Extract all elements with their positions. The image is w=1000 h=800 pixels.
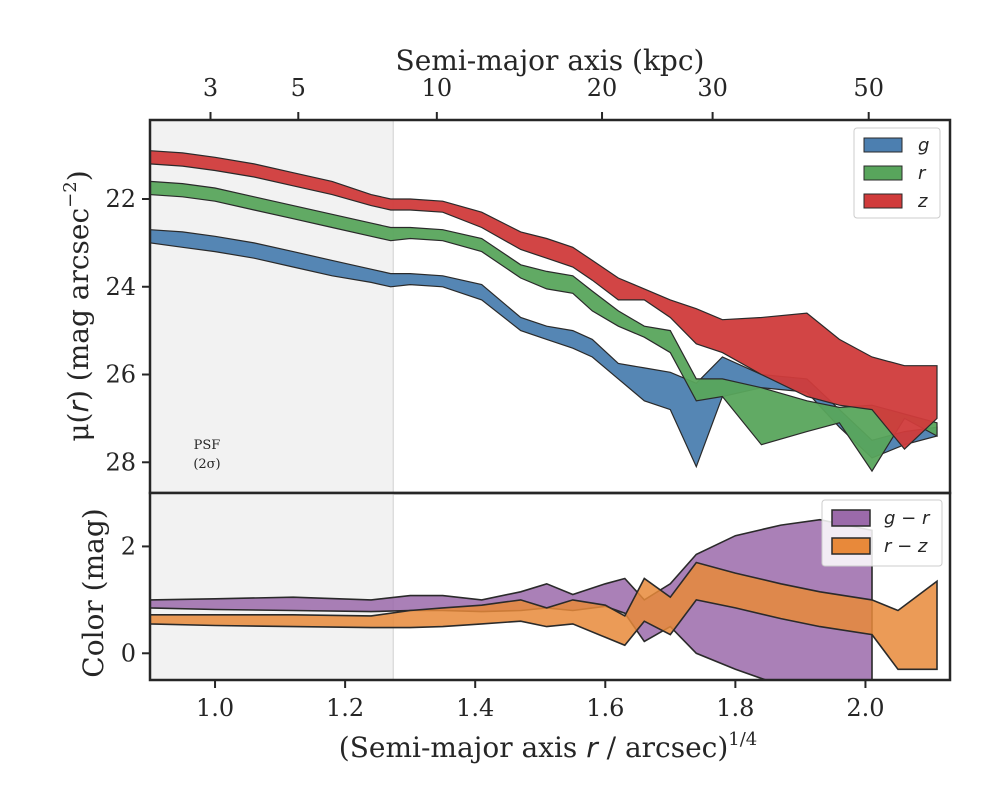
color-ylabel: Color (mag): [77, 508, 110, 677]
surface-brightness-ylabel: μ(r) (mag arcsec−2): [60, 170, 95, 441]
x-tick-label: 1.4: [456, 694, 494, 722]
surface-brightness-legend: grz: [853, 127, 941, 219]
top-tick-label: 20: [587, 74, 618, 102]
y-tick-label: 26: [105, 361, 136, 389]
top-tick-label: 5: [291, 74, 306, 102]
x-axis-title: (Semi-major axis r / arcsec)1/4: [339, 729, 757, 764]
color-legend: g − r r − z: [821, 499, 943, 567]
color-frame: [148, 491, 952, 682]
legend-swatch-z: [863, 193, 903, 209]
legend-swatch: [831, 509, 871, 527]
y-tick-label: 24: [105, 273, 136, 301]
svg-text:Color (mag): Color (mag): [77, 508, 110, 677]
y-tick-label: 28: [105, 448, 136, 476]
legend-label: r − z: [884, 536, 928, 557]
legend-label: g − r: [884, 508, 931, 529]
psf-shaded-region: [150, 120, 394, 493]
psf-shaded-region-color: [150, 493, 394, 680]
top-tick-label: 30: [697, 74, 728, 102]
top-tick-label: 10: [422, 74, 453, 102]
legend-swatch: [831, 537, 871, 555]
y-tick-label: 2: [121, 532, 136, 560]
x-tick-label: 1.6: [586, 694, 624, 722]
color-band: [150, 561, 938, 671]
legend-label-g: g: [918, 135, 929, 156]
color-panel: 0 2 1.0 1.2 1.4 1.6 1.8 2.0 g − r r − z: [121, 491, 952, 722]
x-tick-label: 1.0: [196, 694, 234, 722]
x-tick-label: 2.0: [846, 694, 884, 722]
surface-brightness-panel: 22 24 26 28 3 5 10 20 30 50 PSF (2σ) grz: [105, 74, 952, 495]
series-band-r: [149, 180, 938, 473]
legend-swatch-r: [863, 165, 903, 181]
legend-label-z: z: [917, 191, 928, 212]
series-band-z: [149, 150, 938, 450]
svg-text:μ(r) (mag arcsec−2): μ(r) (mag arcsec−2): [60, 170, 95, 441]
legend-swatch-g: [863, 137, 903, 153]
top-tick-label: 3: [203, 74, 218, 102]
psf-label: PSF: [194, 438, 221, 453]
psf-sigma-label: (2σ): [193, 457, 220, 472]
top-axis-title: Semi-major axis (kpc): [396, 44, 705, 77]
legend-label-r: r: [918, 163, 927, 184]
x-tick-label: 1.8: [716, 694, 754, 722]
top-tick-label: 50: [853, 74, 884, 102]
y-tick-label: 0: [121, 639, 136, 667]
y-tick-label: 22: [105, 185, 136, 213]
x-tick-label: 1.2: [326, 694, 364, 722]
